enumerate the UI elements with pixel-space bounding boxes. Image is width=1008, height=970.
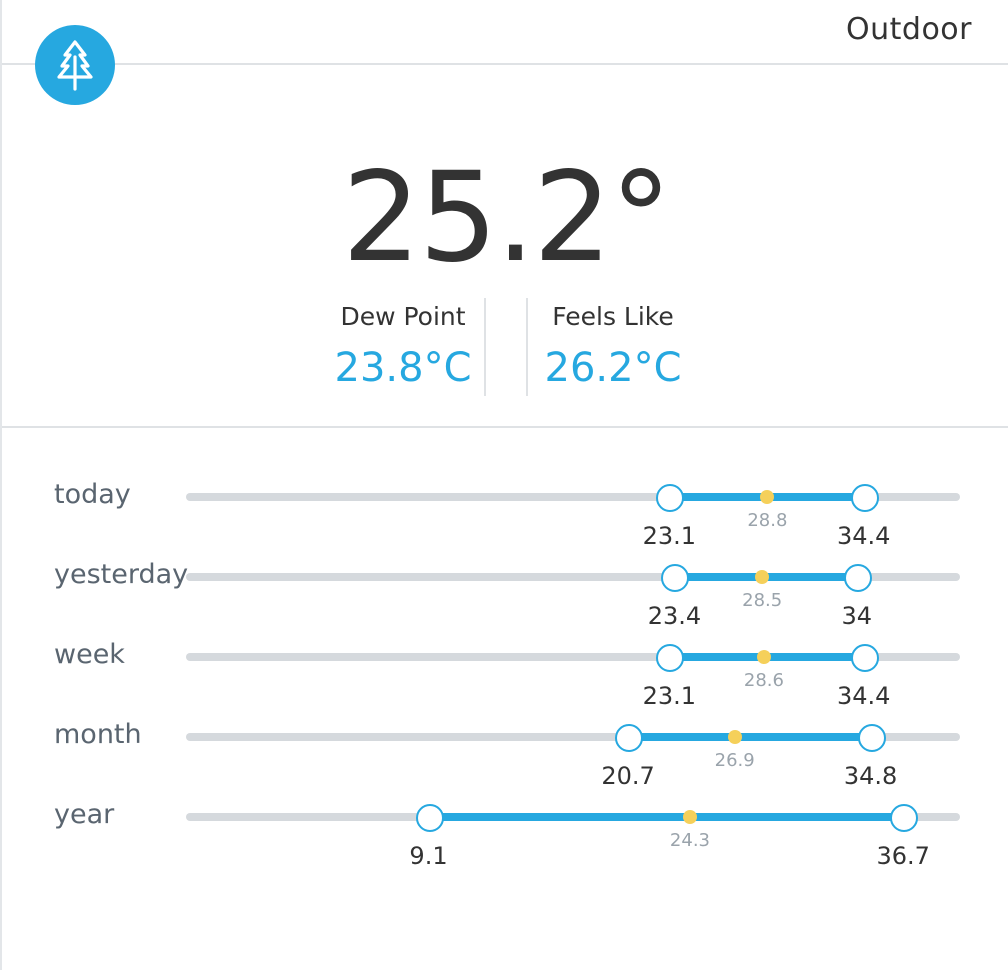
- range-max-value-month: 34.8: [843, 762, 898, 790]
- range-max-value-yesterday: 34: [841, 602, 873, 630]
- range-fill-month: [628, 733, 871, 741]
- range-label-year: year: [54, 799, 115, 830]
- range-max-handle-week[interactable]: [850, 644, 879, 672]
- range-min-handle-yesterday[interactable]: [661, 564, 690, 592]
- current-temperature: 25.2°: [341, 146, 672, 290]
- range-max-handle-month[interactable]: [857, 724, 886, 752]
- range-track-yesterday: [186, 573, 960, 581]
- range-avg-value-month: 26.9: [714, 750, 755, 771]
- range-max-value-year: 36.7: [876, 842, 930, 870]
- range-avg-marker-yesterday: [755, 570, 770, 584]
- range-avg-marker-today: [760, 490, 775, 504]
- range-min-handle-month[interactable]: [615, 724, 644, 752]
- range-track-today: [186, 493, 960, 501]
- range-label-month: month: [54, 719, 142, 750]
- range-avg-value-year: 24.3: [669, 830, 710, 851]
- divider-left: [484, 298, 486, 396]
- range-avg-value-yesterday: 28.5: [742, 590, 783, 611]
- range-min-value-month: 20.7: [601, 762, 655, 790]
- range-fill-year: [428, 813, 904, 821]
- range-min-value-year: 9.1: [409, 842, 448, 870]
- feels-like-label: Feels Like: [552, 302, 674, 331]
- range-track-week: [186, 653, 960, 661]
- range-max-handle-today[interactable]: [850, 484, 879, 512]
- range-avg-value-week: 28.6: [743, 670, 784, 691]
- range-min-handle-year[interactable]: [415, 804, 444, 832]
- divider-right: [526, 298, 528, 396]
- dew-point-block: Dew Point 23.8°C: [318, 300, 488, 392]
- range-track-month: [186, 733, 960, 741]
- range-max-handle-yesterday[interactable]: [843, 564, 872, 592]
- feels-like-block: Feels Like 26.2°C: [528, 300, 698, 392]
- widget-header: Outdoor: [2, 0, 1008, 65]
- range-min-value-week: 23.1: [642, 682, 697, 710]
- range-label-week: week: [54, 639, 125, 670]
- range-min-value-yesterday: 23.4: [647, 602, 702, 630]
- section-divider: [2, 426, 1008, 428]
- range-avg-value-today: 28.8: [747, 510, 788, 531]
- tree-icon: [35, 25, 115, 105]
- range-avg-marker-year: [682, 810, 697, 824]
- range-min-handle-today[interactable]: [656, 484, 685, 512]
- dew-point-value: 23.8°C: [334, 345, 472, 391]
- range-label-today: today: [54, 479, 131, 510]
- range-max-value-week: 34.4: [836, 682, 891, 710]
- range-avg-marker-week: [756, 650, 771, 664]
- range-max-handle-year[interactable]: [890, 804, 919, 832]
- dew-point-label: Dew Point: [340, 302, 466, 331]
- range-avg-marker-month: [727, 730, 742, 744]
- range-max-value-today: 34.4: [836, 522, 891, 550]
- range-min-handle-week[interactable]: [656, 644, 685, 672]
- range-label-yesterday: yesterday: [54, 559, 189, 590]
- range-min-value-today: 23.1: [642, 522, 697, 550]
- feels-like-value: 26.2°C: [544, 345, 682, 391]
- widget-title: Outdoor: [846, 12, 972, 47]
